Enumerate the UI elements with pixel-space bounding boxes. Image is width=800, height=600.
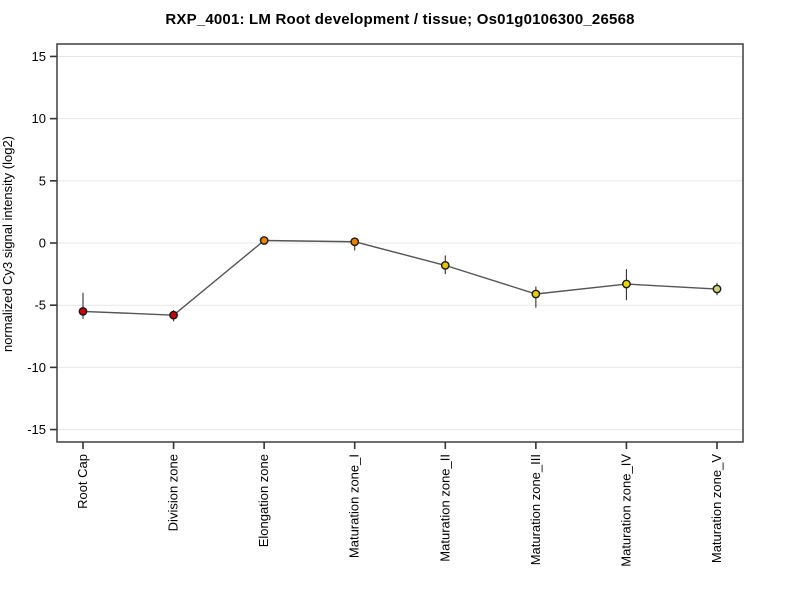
- y-tick-label: 0: [39, 236, 46, 251]
- y-tick-label: 10: [32, 111, 46, 126]
- y-tick-label: -10: [27, 360, 46, 375]
- series-line: [82, 239, 718, 316]
- y-tick-label: 15: [32, 49, 46, 64]
- x-category-label: Division zone: [166, 454, 181, 531]
- data-point: [531, 289, 541, 299]
- data-point: [440, 260, 450, 270]
- data-point: [350, 237, 360, 247]
- x-category-label: Maturation zone_III: [528, 454, 543, 565]
- data-point: [622, 279, 631, 289]
- x-category-label: Maturation zone_IV: [618, 454, 633, 567]
- data-point: [169, 310, 178, 320]
- x-category-label: Root Cap: [75, 454, 90, 509]
- x-category-label: Elongation zone: [256, 454, 271, 547]
- y-tick-label: -5: [34, 298, 46, 313]
- data-point: [712, 284, 722, 294]
- y-tick-label: -15: [27, 422, 46, 437]
- chart-title: RXP_4001: LM Root development / tissue; …: [165, 11, 635, 28]
- data-point: [259, 236, 269, 245]
- y-tick-label: 5: [39, 173, 46, 188]
- data-point: [78, 307, 88, 316]
- x-category-label: Maturation zone_V: [709, 454, 724, 563]
- x-category-label: Maturation zone_I: [347, 454, 362, 558]
- x-category-label: Maturation zone_II: [437, 454, 452, 562]
